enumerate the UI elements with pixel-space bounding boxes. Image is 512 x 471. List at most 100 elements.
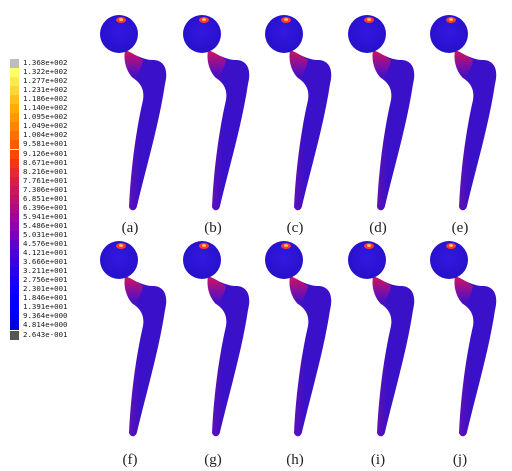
implant-stem: [291, 278, 332, 437]
femoral-head: [430, 241, 468, 279]
legend-row: 4.576e+001: [10, 239, 110, 249]
implant-stem: [291, 52, 332, 211]
implant-neck-stress: [372, 50, 391, 78]
legend-swatch: [10, 185, 19, 195]
legend-swatch: [10, 276, 19, 286]
legend-value: 2.643e-001: [23, 329, 68, 339]
legend-row: 1.846e+001: [10, 293, 110, 304]
legend-value: 1.095e+002: [23, 112, 68, 122]
legend-row: 8.671e+001: [10, 157, 110, 168]
legend-row: 2.643e-001: [10, 329, 110, 340]
stress-hotspot-core: [202, 244, 206, 247]
legend-value: 4.576e+001: [23, 239, 68, 248]
stress-hotspot-core: [202, 18, 206, 21]
legend-swatch: [10, 258, 19, 268]
legend-row: 8.216e+001: [10, 167, 110, 177]
legend-row: 1.277e+002: [10, 76, 110, 87]
legend-value: 2.301e+001: [23, 284, 68, 294]
legend-row: 5.031e+001: [10, 229, 110, 240]
legend-swatch: [10, 285, 19, 295]
stress-hotspot-core: [449, 18, 453, 21]
legend-value: 4.121e+001: [23, 248, 68, 258]
legend-swatch: [10, 203, 19, 213]
panel-label: (e): [451, 220, 469, 236]
legend-row: 9.581e+001: [10, 139, 110, 150]
legend-swatch: [10, 249, 19, 259]
legend-value: 1.322e+002: [23, 67, 68, 77]
stress-hotspot-core: [119, 244, 123, 247]
legend-row: 7.761e+001: [10, 176, 110, 186]
femoral-head: [265, 241, 303, 279]
femoral-head: [348, 241, 386, 279]
panel-label: (g): [204, 452, 222, 468]
implant-stem: [374, 278, 415, 437]
legend-value: 6.396e+001: [23, 202, 68, 212]
femoral-head: [100, 241, 138, 279]
implant-stem: [456, 52, 497, 211]
implant-stem: [126, 278, 167, 437]
legend-value: 9.126e+001: [23, 148, 68, 158]
legend-swatch: [10, 330, 19, 340]
implant-9: [430, 241, 497, 437]
panel-label: (f): [122, 452, 138, 468]
legend-swatch: [10, 176, 19, 186]
legend-value: 5.486e+001: [23, 220, 68, 230]
legend-row: 1.140e+002: [10, 103, 110, 114]
legend-value: 9.581e+001: [23, 139, 68, 149]
legend-row: 1.004e+002: [10, 130, 110, 141]
legend-swatch: [10, 68, 19, 78]
legend-value: 1.846e+001: [23, 293, 68, 303]
legend-value: 5.031e+001: [23, 229, 68, 239]
legend-swatch: [10, 194, 19, 204]
legend-row: 5.941e+001: [10, 212, 110, 222]
legend-value: 1.140e+002: [23, 103, 68, 113]
stress-hotspot-core: [284, 18, 288, 21]
legend-value: 6.851e+001: [23, 193, 68, 203]
implant-stem: [209, 52, 250, 211]
legend-row: 6.396e+001: [10, 202, 110, 213]
implant-4: [430, 15, 497, 211]
legend-swatch: [10, 131, 19, 141]
legend-value: 1.049e+002: [23, 121, 68, 131]
stress-hotspot-core: [284, 244, 288, 247]
legend-row: 9.364e+000: [10, 311, 110, 322]
implant-neck-stress: [124, 276, 143, 304]
implant-neck-stress: [454, 50, 473, 78]
legend-row: 2.756e+001: [10, 275, 110, 286]
legend-value: 9.364e+000: [23, 311, 68, 321]
legend-swatch: [10, 212, 19, 222]
legend-swatch: [10, 149, 19, 159]
legend-swatch: [10, 122, 19, 132]
legend-swatch: [10, 167, 19, 177]
legend-row: 3.211e+001: [10, 266, 110, 277]
legend-row: 9.126e+001: [10, 148, 110, 159]
implant-3: [348, 15, 415, 211]
legend-row: 2.301e+001: [10, 284, 110, 295]
implant-neck-stress: [289, 50, 308, 78]
implant-neck-stress: [372, 276, 391, 304]
legend-row: 5.486e+001: [10, 220, 110, 231]
legend-swatch: [10, 95, 19, 105]
legend-row: 3.666e+001: [10, 257, 110, 268]
legend-value: 7.306e+001: [23, 184, 68, 194]
legend-row: 7.306e+001: [10, 184, 110, 195]
implant-2: [265, 15, 332, 211]
legend-swatch: [10, 104, 19, 114]
stress-hotspot-core: [449, 244, 453, 247]
legend-row: 1.322e+002: [10, 67, 110, 78]
implant-stem: [209, 278, 250, 437]
legend-value: 2.756e+001: [23, 275, 68, 285]
panel-label: (a): [121, 220, 139, 236]
legend-swatch: [10, 77, 19, 87]
femoral-head: [183, 15, 221, 53]
implant-0: [100, 15, 167, 211]
legend-value: 1.391e+001: [23, 302, 68, 312]
implant-neck-stress: [124, 50, 143, 78]
legend-swatch: [10, 158, 19, 168]
legend-swatch: [10, 230, 19, 240]
legend-swatch: [10, 321, 19, 331]
legend-value: 8.671e+001: [23, 157, 68, 167]
legend-swatch: [10, 303, 19, 313]
legend-row: 1.391e+001: [10, 302, 110, 313]
